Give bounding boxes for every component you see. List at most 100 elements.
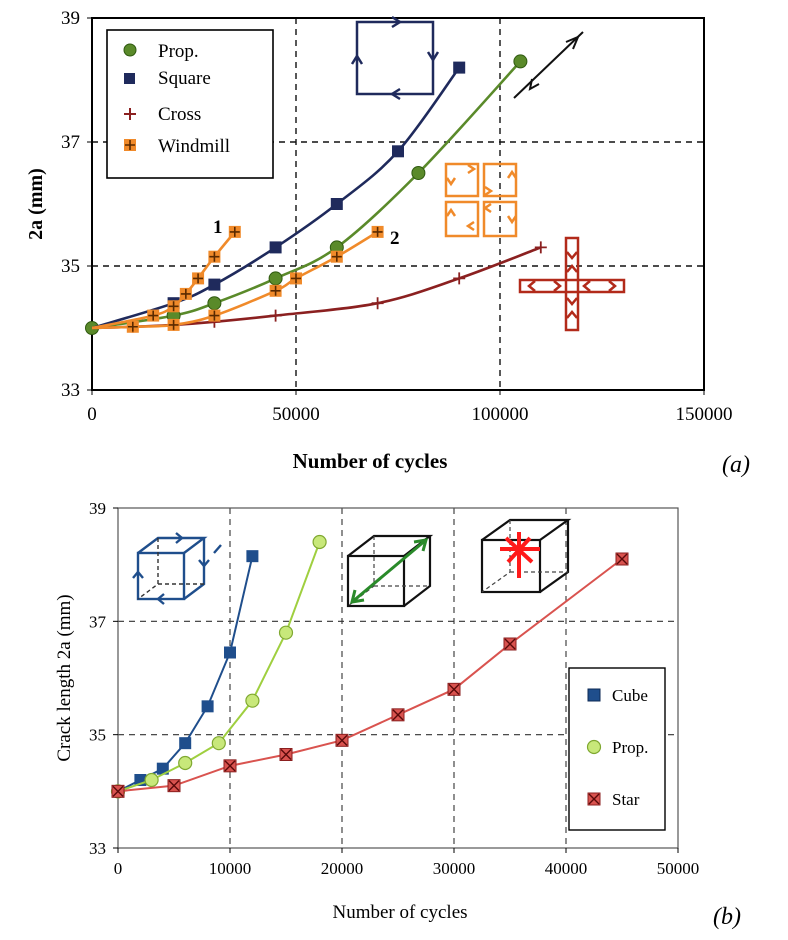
panel-b-series-star-point-1 [167,779,181,793]
windmill-loading-path-icon [444,162,518,238]
panel-a-series-unnamed-4-point-4 [192,272,205,285]
panel-b: 0 10000 20000 30000 40000 50000 33 35 37 39 Numbe… [54,499,741,930]
panel-a-series-square-point-2 [208,278,221,291]
panel-b-series-star-point-2 [223,759,237,773]
star-loading-path-icon [480,518,572,594]
panel-a-plot-frame [91,17,705,391]
panel-a-x-tick-label: 0 [87,404,97,425]
panel-a-series-prop--point-3 [268,271,283,286]
panel-b-x-tick-label: 10000 [209,859,252,878]
legend-square-marker [124,73,135,84]
panel-a-series-unnamed-5-point-6 [330,250,343,263]
panel-b-series-cube-point-4 [201,700,214,713]
panel-b-x-tick-label: 20000 [321,859,364,878]
panel-a-series-cross-point-6 [453,272,466,285]
cube-loading-path-icon [132,532,222,605]
panel-a-series-unnamed-5-point-2 [167,318,180,331]
panel-b-series-star-point-8 [615,552,629,566]
panel-b-series-prop--point-2 [178,755,193,771]
legend-prop-label: Prop. [158,41,199,62]
panel-a-series-prop--point-5 [411,166,426,180]
panel-a-series-cross-point-7 [534,241,547,254]
panel-b-x-tick-label: 50000 [657,859,700,878]
panel-b-y-tick-label: 33 [89,839,106,858]
panel-a-x-tick-label: 50000 [272,404,320,425]
panel-b-series-cube-point-2 [156,762,169,775]
legend-star-marker [587,792,601,806]
panel-a-series-prop--point-2 [207,296,222,311]
panel-b-tick-labels: 0 10000 20000 30000 40000 50000 33 35 37 39 [89,499,699,878]
panel-a-x-tick-label: 150000 [676,404,733,425]
proportional-loading-path-icon [513,31,584,99]
legend-windmill-label: Windmill [158,136,230,157]
panel-a-y-tick-label: 35 [61,256,80,277]
panel-b-x-tick-label: 30000 [433,859,476,878]
legend-cross-marker [124,108,136,120]
panel-b-y-tick-label: 37 [89,612,107,631]
panel-a-x-tick-label: 100000 [472,404,529,425]
panel-a-series-unnamed-4-point-3 [179,287,192,300]
legend-cross-label: Cross [158,104,201,125]
panel-b-series-prop--point-3 [211,736,226,751]
legend-star-label: Star [612,790,640,809]
legend-prop-b-marker [586,739,602,755]
panel-b-series-star-point-5 [391,708,405,722]
panel-a-legend: Prop. Square Cross Windmill [106,29,274,179]
panel-b-series-star-point-7 [503,637,517,651]
panel-b-x-tick-label: 40000 [545,859,588,878]
legend-cube-label: Cube [612,686,648,705]
panel-a-series-unnamed-5-point-1 [126,320,139,333]
panel-b-legend: Cube Prop. Star [568,667,666,831]
panel-a-series-square-point-4 [330,198,343,210]
panel-b-plot-frame [117,507,679,849]
panel-b-x-tick-label: 0 [114,859,123,878]
diagonal-loading-path-icon [346,534,434,608]
panel-b-label: (b) [713,904,741,930]
windmill-curve-2-label: 2 [390,228,400,249]
panel-b-series-star-point-4 [335,733,349,747]
panel-b-series-star-point-0 [111,784,125,798]
panel-b-series-prop--point-6 [312,534,327,550]
panel-b-series-cube-point-3 [179,737,192,750]
panel-a-series-unnamed-4-point-2 [167,300,180,313]
legend-prop-b-label: Prop. [612,738,648,757]
legend-square-label: Square [158,68,211,89]
square-loading-path-icon [350,15,440,101]
legend-windmill-marker [124,139,136,151]
cross-loading-path-icon [518,236,626,332]
windmill-curve-1-label: 1 [213,217,223,238]
panel-a-y-tick-label: 39 [61,8,80,29]
panel-b-series-cube-point-5 [224,646,236,659]
panel-b-series-cube-point-6 [246,550,259,563]
panel-a-series-cross-point-5 [371,297,384,310]
panel-b-series-star-point-6 [447,682,461,696]
panel-a-series-unnamed-5-point-7 [371,225,384,238]
legend-cube-marker [587,688,601,702]
panel-a-series-unnamed-5-point-3 [208,309,221,322]
panel-a-label: (a) [722,452,750,478]
panel-b-series-prop--point-1 [144,772,159,788]
panel-a-series-unnamed-4-point-6 [228,225,241,238]
panel-a-tick-labels: 0 50000 100000 150000 33 35 37 39 [61,8,733,425]
panel-a-series-square-point-6 [453,61,466,74]
panel-b-series-prop--point-4 [245,693,260,708]
panel-b-y-tick-label: 39 [89,499,106,518]
panel-b-y-tick-label: 35 [89,726,106,745]
panel-b-legend-box [568,667,666,831]
panel-b-y-axis-label: Crack length 2a (mm) [54,594,75,761]
panel-a-x-axis-label: Number of cycles [293,449,448,473]
panel-a-y-tick-label: 33 [61,380,80,401]
panel-a-series-square-point-3 [269,241,282,254]
panel-a-series-cross-point-4 [269,309,282,322]
panel-a-series-unnamed-5-point-5 [290,272,302,285]
panel-a-legend-box [106,29,274,179]
panel-a-y-axis-label: 2a (mm) [25,168,47,240]
panel-a-series-unnamed-5-point-4 [269,284,282,297]
panel-a-series-unnamed-4-point-5 [208,250,221,263]
panel-b-series [110,534,629,799]
panel-b-x-axis-label: Number of cycles [332,902,467,923]
panel-b-series-prop--point-5 [278,625,294,640]
panel-b-series-star-line [117,558,623,793]
legend-prop-marker [123,43,137,57]
